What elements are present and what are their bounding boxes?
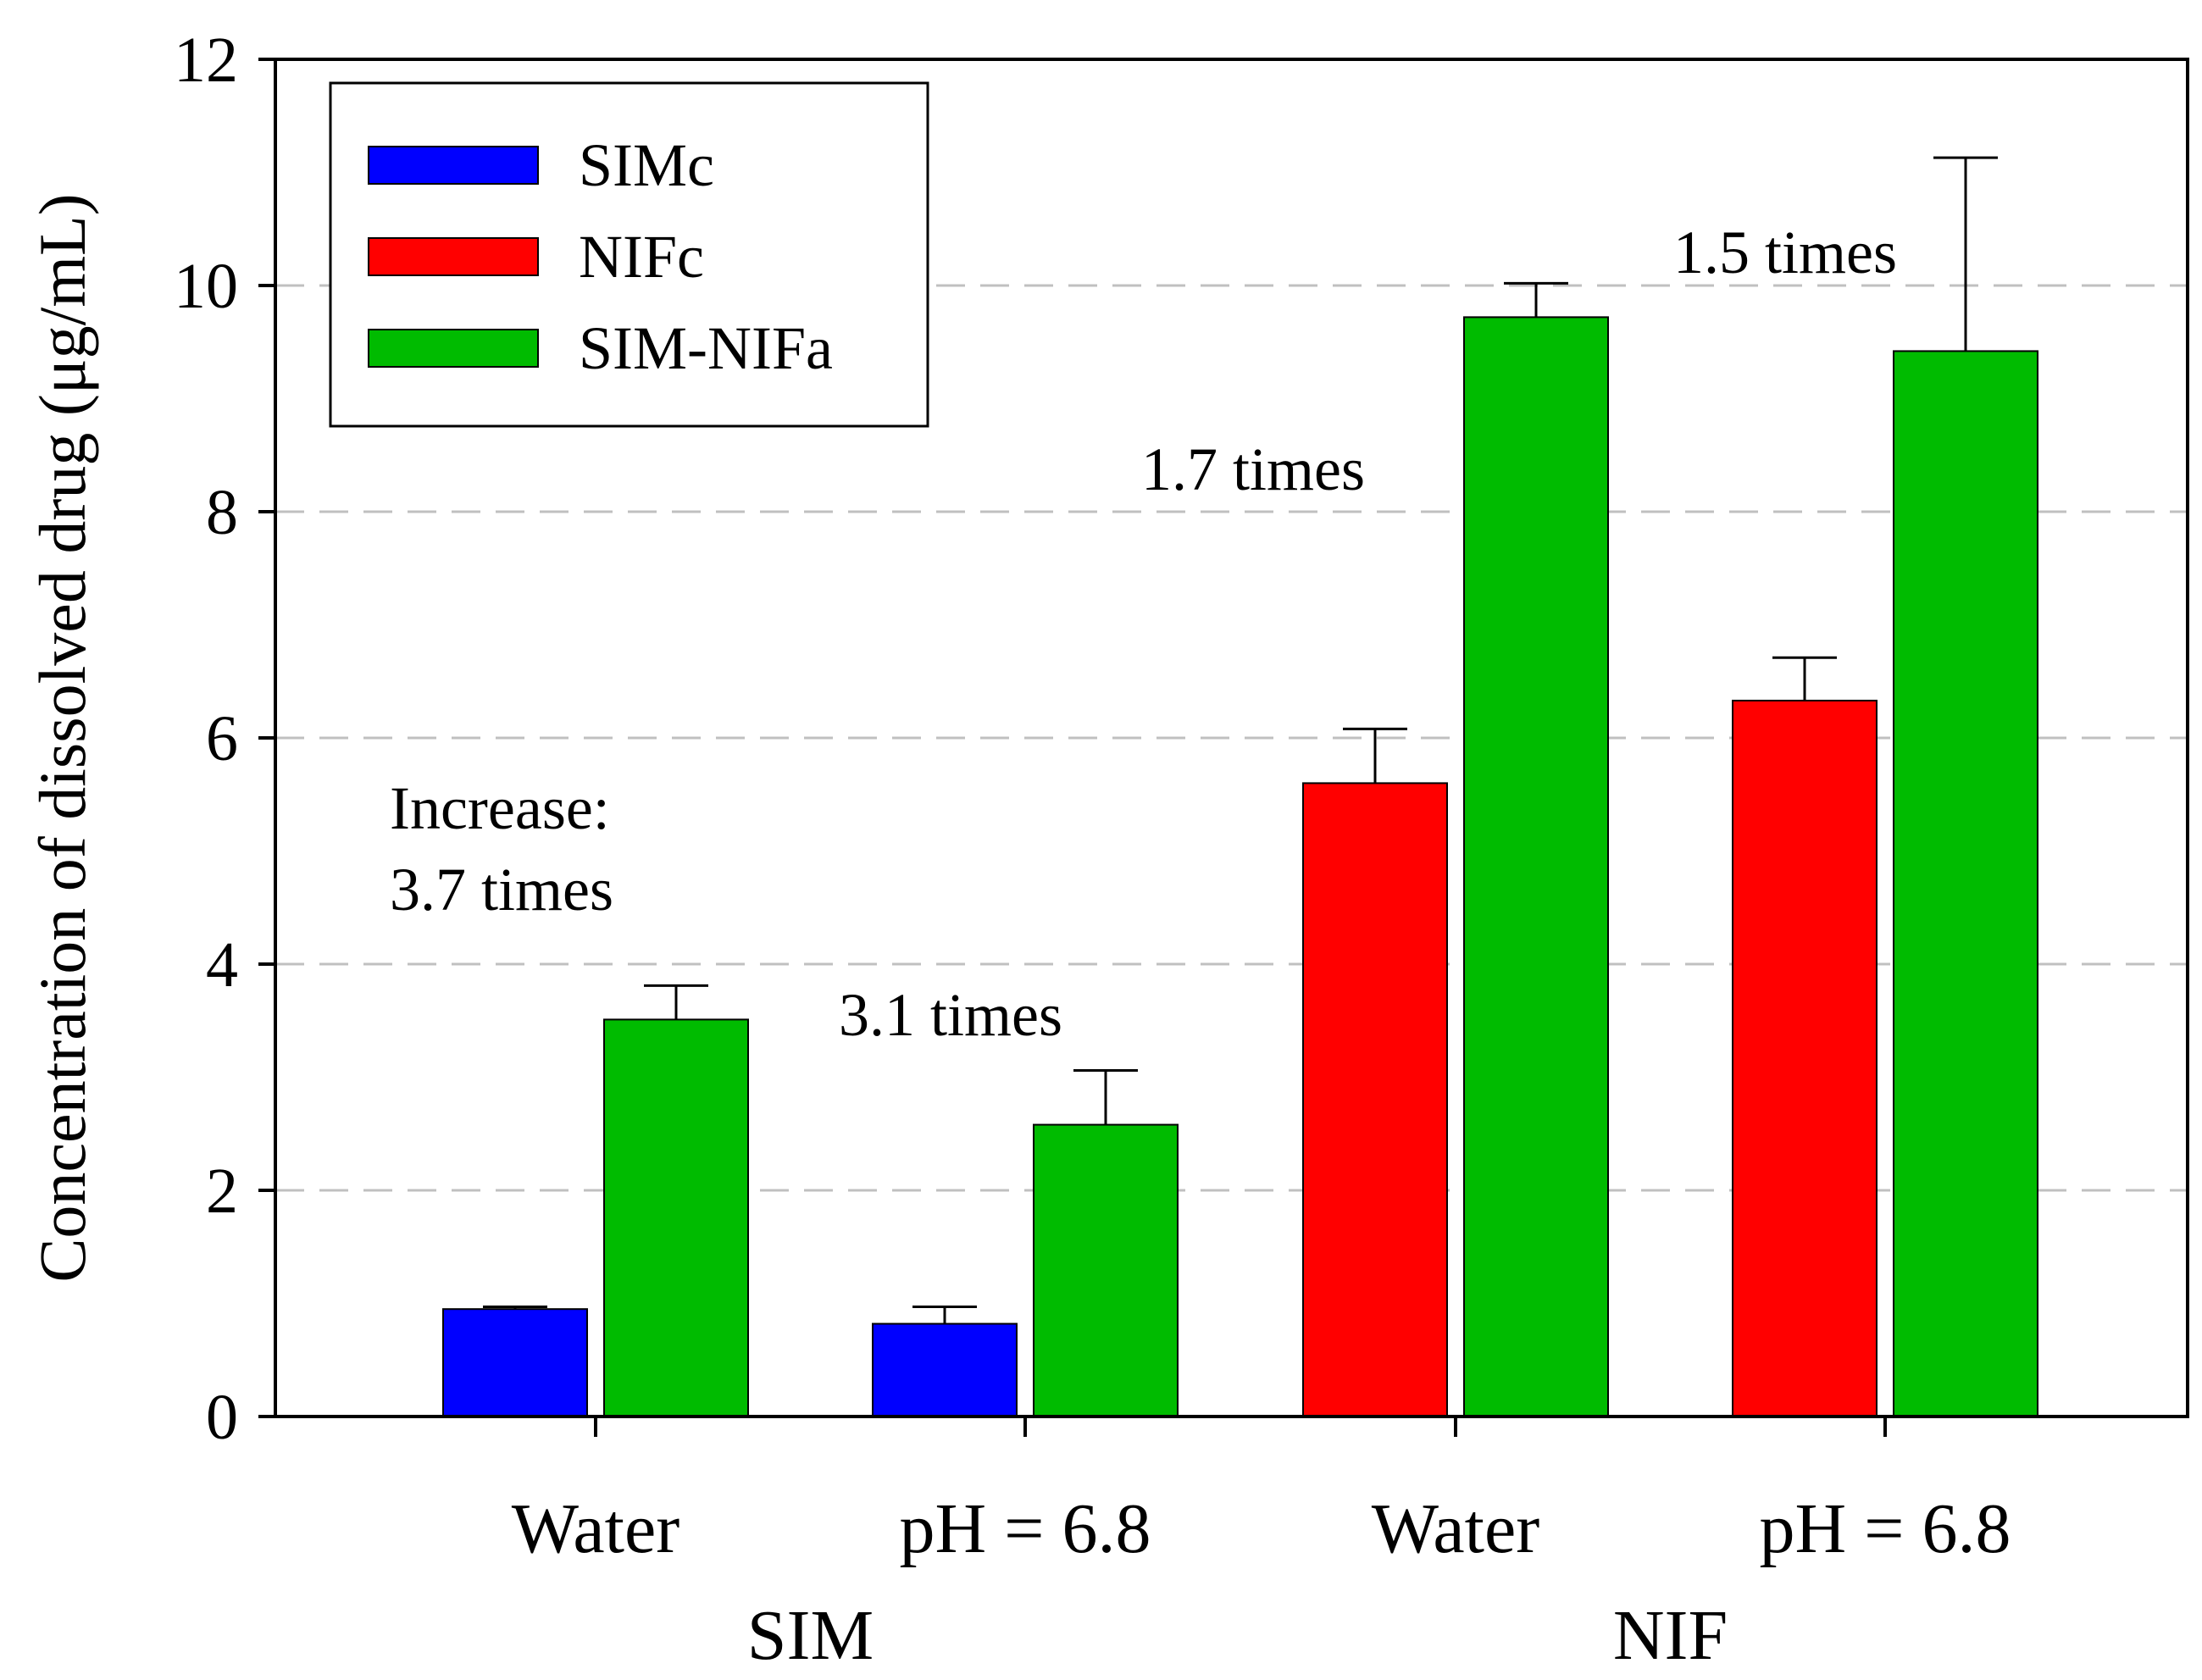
annotation-line: 1.5 times bbox=[1673, 219, 1897, 286]
x-category-label: pH = 6.8 bbox=[899, 1489, 1151, 1568]
bar bbox=[1463, 316, 1609, 1417]
bar bbox=[872, 1322, 1018, 1418]
y-tick-label: 4 bbox=[206, 929, 238, 1001]
annotation-line: Increase: bbox=[390, 774, 610, 842]
x-category-label: pH = 6.8 bbox=[1759, 1489, 2011, 1568]
legend-label: NIFc bbox=[579, 223, 704, 291]
annotation: 1.5 times bbox=[1673, 219, 1897, 286]
bar bbox=[442, 1308, 588, 1418]
x-group-label: SIM bbox=[747, 1596, 874, 1675]
bar bbox=[1033, 1123, 1179, 1417]
y-tick-label: 0 bbox=[206, 1382, 238, 1453]
annotation-line: 3.1 times bbox=[839, 981, 1062, 1049]
legend-label: SIM-NIFa bbox=[579, 314, 833, 382]
y-tick-label: 10 bbox=[174, 251, 238, 322]
y-tick-label: 6 bbox=[206, 703, 238, 774]
legend: SIMc NIFc SIM-NIFa bbox=[329, 81, 929, 428]
legend-swatch bbox=[368, 146, 539, 185]
y-axis-ticks: 0 2 4 6 8 10 12 bbox=[174, 25, 275, 1453]
bar bbox=[1302, 782, 1448, 1417]
legend-label: SIMc bbox=[579, 131, 714, 199]
y-tick-label: 2 bbox=[206, 1156, 238, 1227]
legend-swatch bbox=[368, 329, 539, 368]
y-axis-label: Concentration of dissolved drug (μg/mL) bbox=[25, 193, 99, 1282]
bar bbox=[603, 1018, 749, 1418]
x-axis-ticks: Water pH = 6.8 Water pH = 6.8 bbox=[512, 1417, 2011, 1568]
bar bbox=[1893, 350, 2038, 1417]
legend-swatch bbox=[368, 237, 539, 276]
y-tick-label: 12 bbox=[174, 25, 238, 96]
x-category-label: Water bbox=[512, 1489, 679, 1568]
annotation: Increase: 3.7 times bbox=[390, 774, 613, 923]
x-group-label: NIF bbox=[1613, 1596, 1728, 1675]
annotation: 1.7 times bbox=[1141, 435, 1365, 503]
x-category-label: Water bbox=[1372, 1489, 1539, 1568]
annotation-line: 3.7 times bbox=[390, 856, 613, 923]
annotation-line: 1.7 times bbox=[1141, 435, 1365, 503]
bars bbox=[442, 316, 2038, 1418]
x-group-labels: SIM NIF bbox=[747, 1596, 1728, 1675]
annotations: Increase: 3.7 times 3.1 times 1.7 times 1.5 … bbox=[390, 219, 1897, 1049]
y-tick-label: 8 bbox=[206, 477, 238, 548]
bar bbox=[1732, 699, 1878, 1417]
annotation: 3.1 times bbox=[839, 981, 1062, 1049]
error-bars bbox=[483, 156, 1998, 1324]
